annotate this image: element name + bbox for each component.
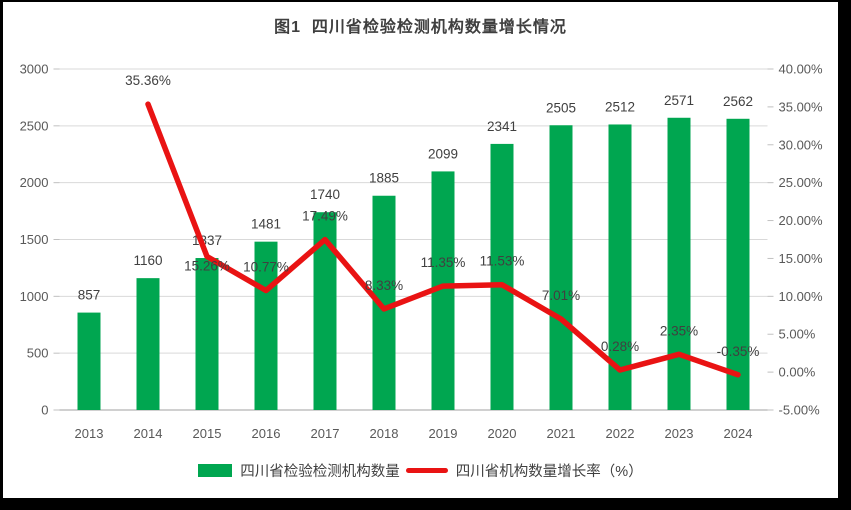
- bar-2014: [136, 278, 160, 410]
- x-axis-label: 2015: [193, 426, 222, 441]
- x-axis-label: 2014: [134, 426, 163, 441]
- chart-title: 图1 四川省检验检测机构数量增长情况: [274, 19, 567, 36]
- x-axis-label: 2024: [724, 426, 753, 441]
- x-axis-label: 2019: [429, 426, 458, 441]
- bar-2022: [608, 124, 632, 410]
- bar-value-label: 1160: [133, 253, 162, 268]
- bar-2018: [372, 195, 396, 410]
- y-axis-right-tick-label: 40.00%: [779, 62, 824, 77]
- bar-value-label: 2571: [664, 93, 694, 108]
- chart-legend: 四川省检验检测机构数量 四川省机构数量增长率（%）: [3, 460, 838, 481]
- bar-value-label: 2562: [723, 94, 753, 109]
- x-axis-label: 2023: [665, 426, 694, 441]
- chart-canvas: [3, 2, 838, 498]
- growth-rate-label: 10.77%: [243, 259, 289, 274]
- bar-value-label: 1740: [310, 187, 340, 202]
- x-axis-label: 2017: [311, 426, 340, 441]
- growth-rate-label: 11.53%: [480, 254, 525, 269]
- y-axis-left-tick-label: 1000: [20, 289, 49, 304]
- legend-item-bars: 四川省检验检测机构数量: [198, 460, 400, 481]
- bar-2023: [667, 117, 691, 410]
- legend-item-line: 四川省机构数量增长率（%）: [400, 460, 643, 481]
- y-axis-right-tick-label: 35.00%: [779, 99, 824, 114]
- y-axis-right-tick-label: 30.00%: [779, 137, 824, 152]
- y-axis-right-tick-label: 25.00%: [779, 175, 824, 190]
- y-axis-right-tick-label: 20.00%: [779, 213, 824, 228]
- growth-rate-label: 11.35%: [421, 255, 466, 270]
- x-axis-label: 2020: [488, 426, 517, 441]
- y-axis-right-tick-label: 0.00%: [779, 365, 816, 380]
- x-axis-label: 2013: [75, 426, 104, 441]
- growth-rate-label: 2.35%: [660, 323, 698, 338]
- growth-rate-label: 0.28%: [601, 339, 639, 354]
- growth-rate-label: -0.35%: [717, 344, 760, 359]
- bar-2020: [490, 143, 514, 411]
- y-axis-right-tick-label: 10.00%: [779, 289, 824, 304]
- line-series-legend-label: 四川省机构数量增长率（%）: [455, 464, 643, 480]
- growth-rate-label: 35.36%: [125, 73, 171, 88]
- growth-rate-label: 17.49%: [302, 209, 348, 224]
- bar-value-label: 2512: [605, 99, 635, 114]
- bar-series-swatch-icon: [198, 464, 233, 477]
- x-axis-label: 2022: [606, 426, 635, 441]
- bar-series-legend-label: 四川省检验检测机构数量: [240, 464, 400, 480]
- growth-rate-line: [145, 101, 741, 378]
- bar-2017: [313, 212, 337, 410]
- y-axis-left-tick-label: 2500: [20, 118, 49, 133]
- x-axis-label: 2021: [547, 426, 576, 441]
- bar-value-label: 2099: [428, 146, 458, 161]
- bar-value-label: 1885: [369, 171, 399, 186]
- y-axis-left-tick-label: 2000: [20, 175, 49, 190]
- y-axis-right-tick-label: -5.00%: [779, 403, 821, 418]
- x-axis-label: 2018: [370, 426, 399, 441]
- bar-2024: [726, 118, 750, 410]
- bar-value-label: 2505: [546, 100, 576, 115]
- bar-2013: [77, 312, 101, 410]
- y-axis-left-tick-label: 3000: [20, 62, 49, 77]
- y-axis-right-tick-label: 5.00%: [779, 327, 816, 342]
- y-axis-left-tick-label: 1500: [20, 232, 49, 247]
- bar-value-label: 857: [78, 288, 101, 303]
- growth-rate-label: 15.26%: [184, 258, 230, 273]
- x-axis-label: 2016: [252, 426, 281, 441]
- y-axis-left-tick-label: 0: [41, 403, 48, 418]
- bar-value-label: 2341: [487, 119, 517, 134]
- bar-2019: [431, 171, 455, 410]
- bar-2021: [549, 125, 573, 410]
- y-axis-left-tick-label: 500: [27, 346, 49, 361]
- growth-rate-label: 8.33%: [365, 278, 403, 293]
- y-axis-right-tick-label: 15.00%: [779, 251, 824, 266]
- bar-value-label: 1481: [251, 217, 281, 232]
- bar-2015: [195, 258, 219, 410]
- growth-rate-label: 7.01%: [542, 288, 580, 303]
- line-series-swatch-icon: [405, 468, 448, 473]
